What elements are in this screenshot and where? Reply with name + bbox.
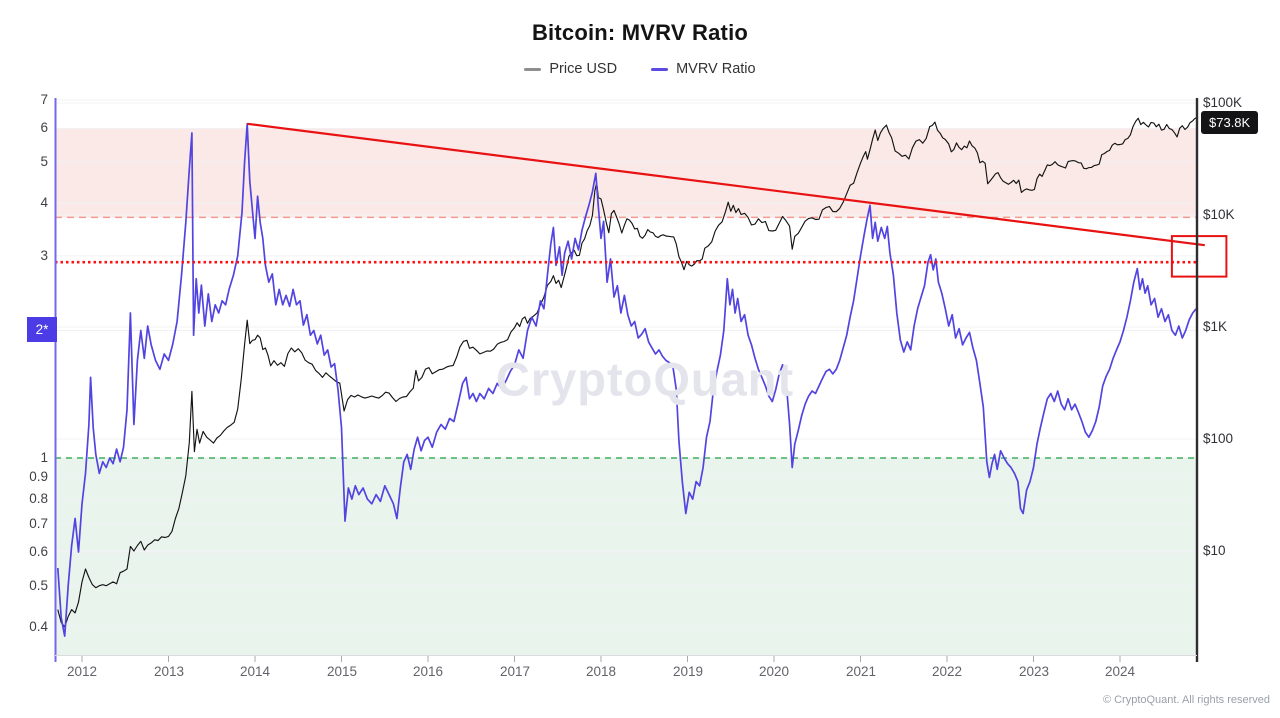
- x-tick-2023: 2023: [1018, 664, 1050, 679]
- y-right-tick-$100: $100: [1203, 431, 1234, 446]
- resistance-trendline: [247, 122, 1205, 247]
- y-left-tick-7: 7: [40, 92, 48, 107]
- x-tick-2017: 2017: [499, 664, 531, 679]
- legend-dash-icon-mvrv: [651, 67, 669, 71]
- y-left-tick-3: 3: [40, 248, 48, 263]
- y-left-tick-1: 1: [40, 450, 48, 465]
- y-left-tick-0.9: 0.9: [29, 469, 48, 484]
- x-tick-2015: 2015: [326, 664, 358, 679]
- highlight-box: [1170, 235, 1228, 278]
- y-right-tick-$100K: $100K: [1203, 95, 1243, 110]
- x-tick-2016: 2016: [412, 664, 444, 679]
- current-price-tag: $73.8K: [1201, 111, 1259, 134]
- x-tick-2024: 2024: [1104, 664, 1136, 679]
- y-left-tick-6: 6: [40, 120, 48, 135]
- y-right-tick-$10K: $10K: [1203, 207, 1235, 222]
- y-right-tick-$1K: $1K: [1203, 319, 1228, 334]
- series-line-mvrv: [56, 122, 1197, 637]
- series-line-price: [57, 117, 1197, 628]
- y-right-tick-$10: $10: [1203, 543, 1226, 558]
- current-mvrv-tag: 2*: [27, 317, 57, 342]
- legend-item-price-usd[interactable]: Price USD: [524, 61, 617, 77]
- legend-label-mvrv-ratio: MVRV Ratio: [676, 61, 756, 77]
- y-left-tick-0.5: 0.5: [29, 578, 48, 593]
- x-tick-2018: 2018: [585, 664, 617, 679]
- y-left-tick-0.7: 0.7: [29, 516, 48, 531]
- legend-dash-icon-price: [524, 67, 542, 71]
- x-tick-2021: 2021: [845, 664, 877, 679]
- y-left-tick-0.4: 0.4: [29, 619, 48, 634]
- x-tick-2019: 2019: [672, 664, 704, 679]
- x-tick-2020: 2020: [758, 664, 790, 679]
- copyright-note: © CryptoQuant. All rights reserved: [1102, 694, 1270, 706]
- chart-title: Bitcoin: MVRV Ratio: [531, 20, 749, 45]
- y-left-tick-4: 4: [40, 195, 48, 210]
- x-tick-2014: 2014: [239, 664, 271, 679]
- undervalued-band: [55, 458, 1197, 655]
- x-tick-2012: 2012: [66, 664, 98, 679]
- y-left-tick-5: 5: [40, 154, 48, 169]
- legend-label-price-usd: Price USD: [549, 61, 618, 77]
- legend-item-mvrv-ratio[interactable]: MVRV Ratio: [651, 61, 756, 77]
- x-tick-2022: 2022: [931, 664, 963, 679]
- y-left-tick-0.6: 0.6: [29, 544, 48, 559]
- legend: Price USD MVRV Ratio: [0, 61, 1280, 77]
- cryptoquant-watermark: CryptoQuant: [495, 352, 795, 406]
- y-left-tick-0.8: 0.8: [29, 491, 48, 506]
- x-tick-2013: 2013: [153, 664, 185, 679]
